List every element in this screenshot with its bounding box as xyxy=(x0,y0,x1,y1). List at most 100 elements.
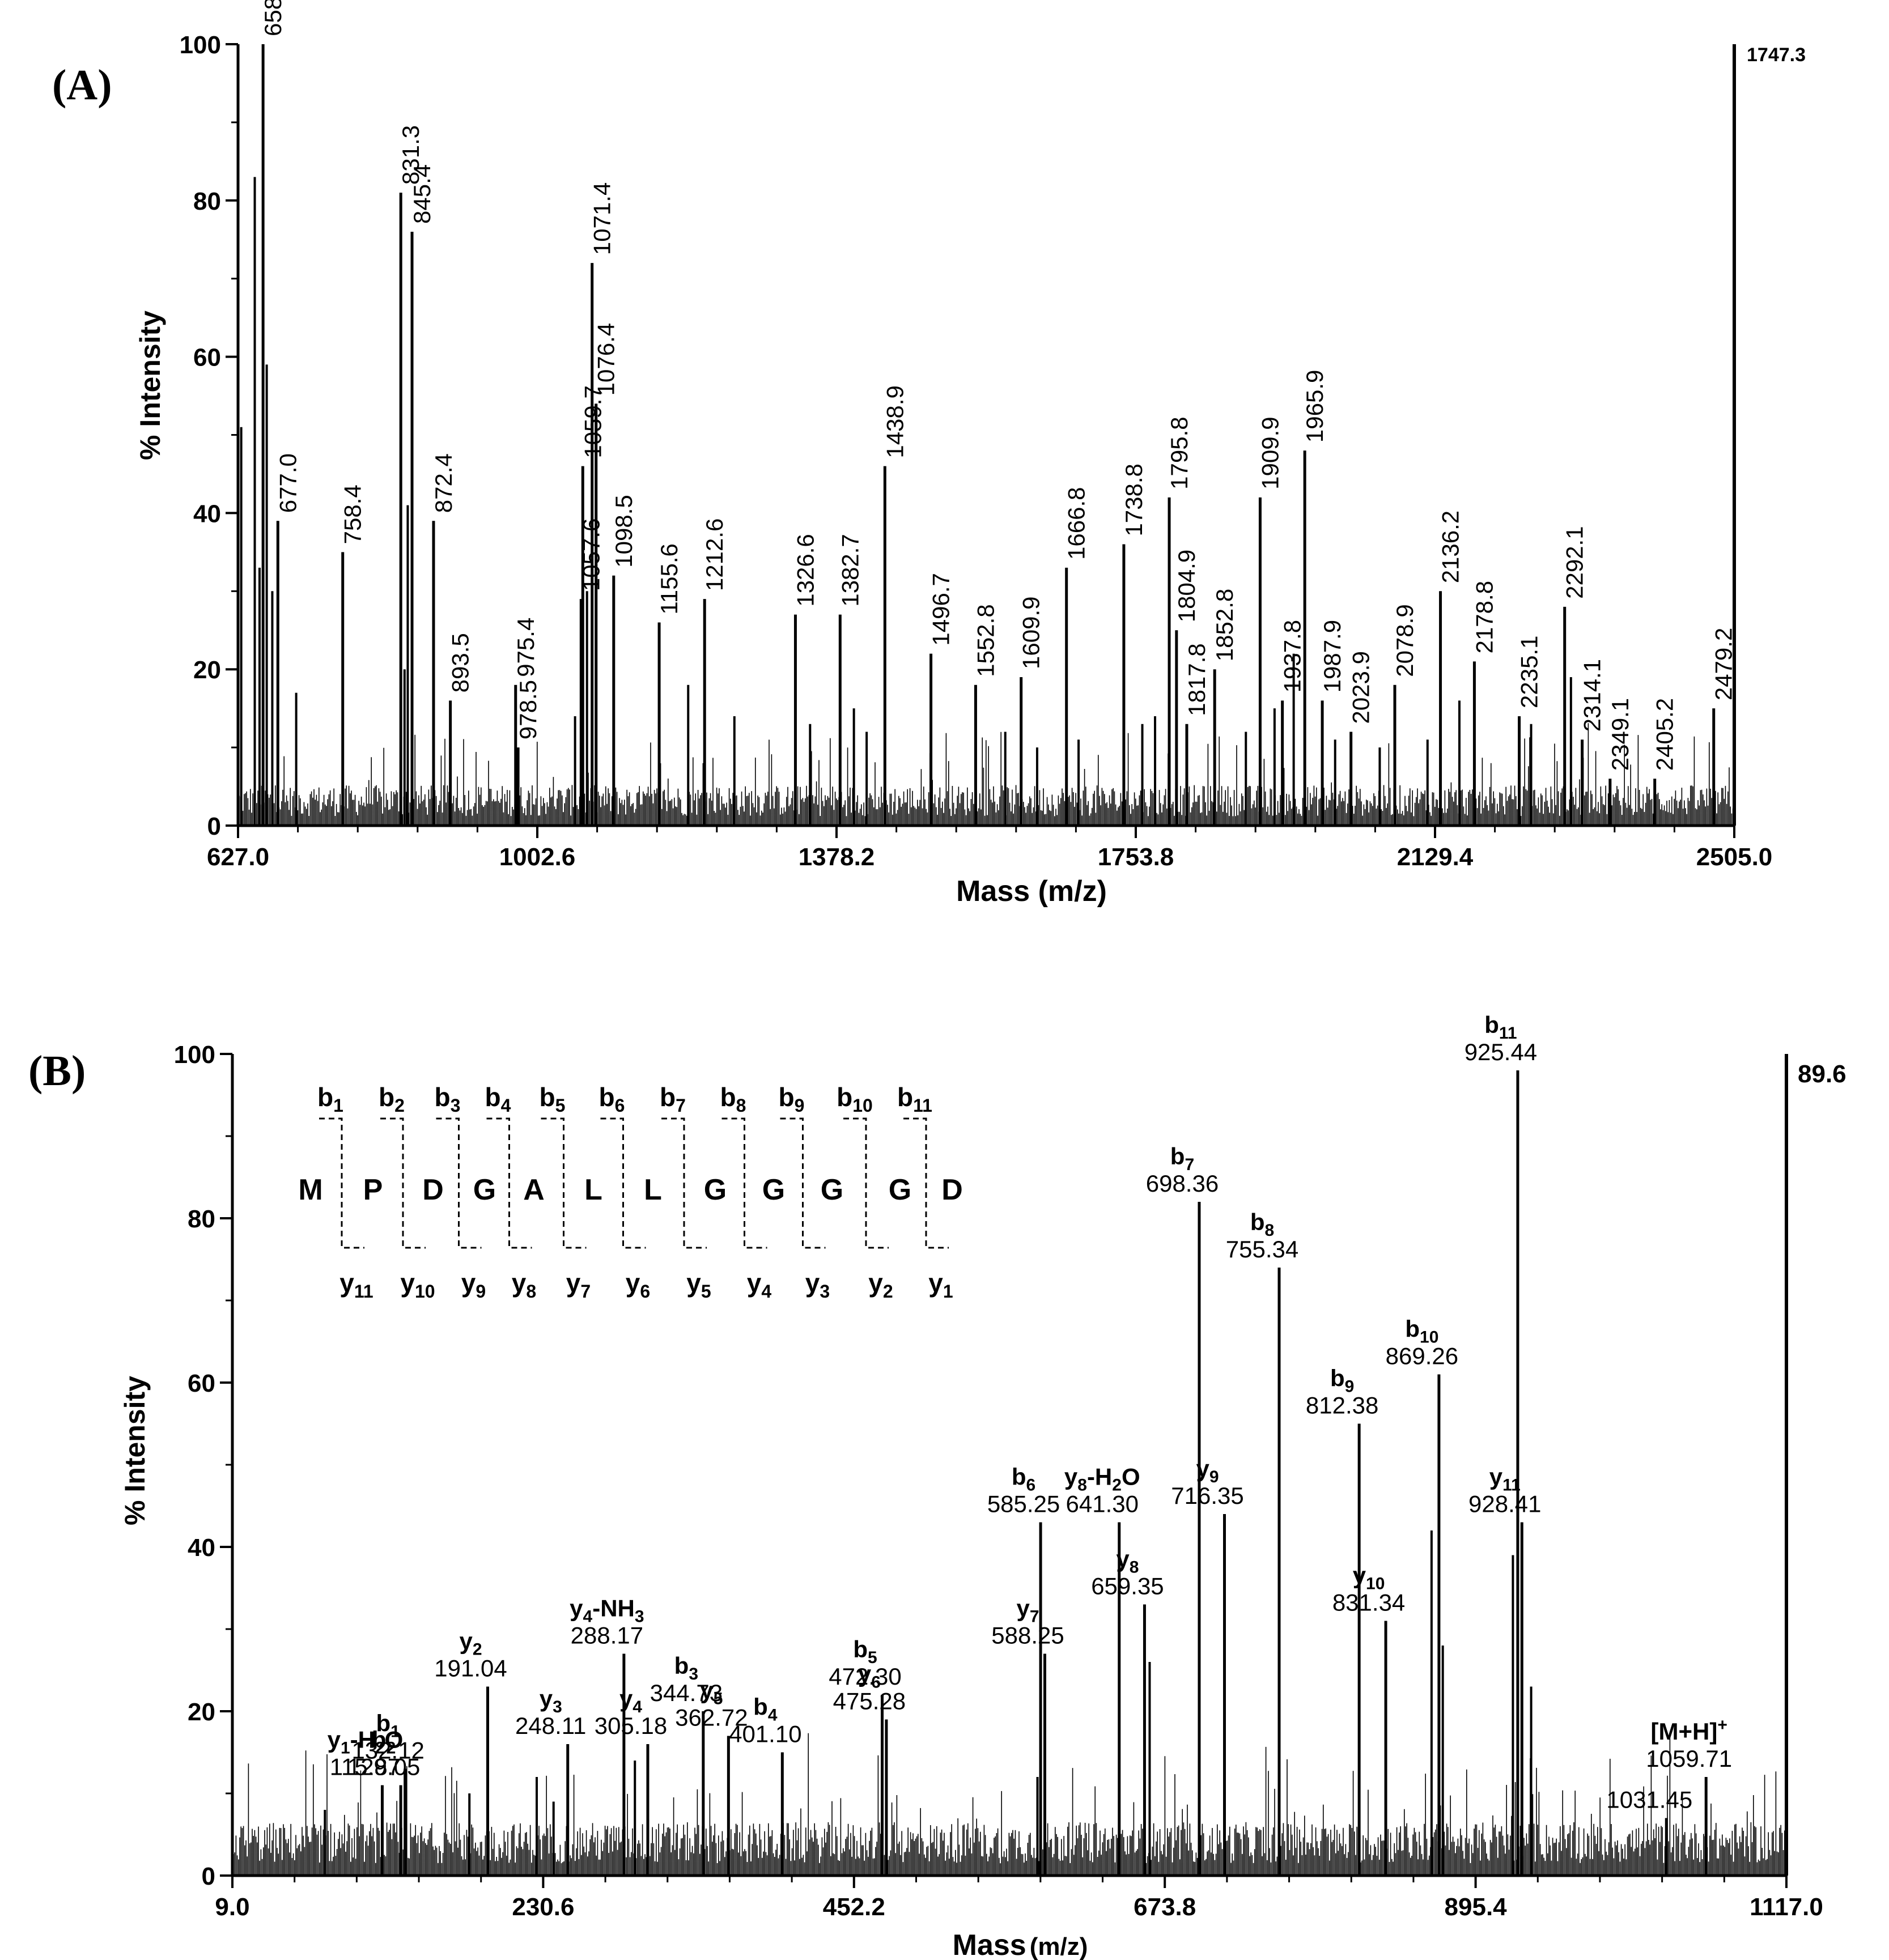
panel-a-peak-label: 2078.9 xyxy=(1391,604,1418,677)
b-ion-letter: b xyxy=(435,1082,451,1112)
fragmentation-bracket xyxy=(600,1117,646,1249)
panel-a-x-tick-label: 1378.2 xyxy=(799,843,875,871)
y-ion-label: y11 xyxy=(339,1268,373,1302)
panel-b-ion-label: b1 xyxy=(376,1710,400,1741)
panel-b-peak-mz-label: 812.38 xyxy=(1306,1392,1378,1419)
b-ion-letter: b xyxy=(379,1082,394,1112)
panel-b-ion-label: y3 xyxy=(540,1685,562,1716)
panel-b-y-tick-label: 100 xyxy=(174,1041,215,1069)
y-ion-label: y5 xyxy=(686,1268,711,1302)
ion-superscript: + xyxy=(1717,1716,1727,1734)
y-ion-index: 8 xyxy=(526,1281,536,1302)
panel-b-y-tick-label: 0 xyxy=(202,1863,215,1890)
sequence-residue: D xyxy=(422,1174,444,1206)
panel-a: (A) % Intensity Mass (m/z) 0 20 40 60 80 100 6… xyxy=(52,0,1806,908)
ion-letter: b xyxy=(674,1652,689,1679)
panel-a-peak-label: 677.0 xyxy=(274,453,301,513)
fragmentation-bracket xyxy=(486,1117,532,1249)
panel-b-peak-mz-label: 475.28 xyxy=(833,1688,906,1715)
ion-letter: b xyxy=(1012,1464,1026,1490)
b-ion-index: 2 xyxy=(394,1095,405,1116)
ion-suffix: -H xyxy=(1087,1464,1112,1490)
ion-letter: y xyxy=(1116,1546,1130,1572)
panel-b-ion-label: [M+H]+ xyxy=(1651,1716,1727,1745)
sequence-residue: G xyxy=(821,1174,843,1206)
panel-a-peak-label: 1609.9 xyxy=(1018,597,1045,669)
ion-letter: y xyxy=(1064,1464,1078,1490)
y-ion-index: 5 xyxy=(701,1281,711,1302)
b-ion-label: b6 xyxy=(599,1082,625,1116)
panel-b-peak-mz-label: 588.25 xyxy=(991,1622,1064,1649)
ion-suffix-tail: O xyxy=(385,1727,404,1753)
fragmentation-bracket xyxy=(319,1117,364,1249)
panel-a-peak-label: 1155.6 xyxy=(656,543,682,614)
ion-subscript: 2 xyxy=(387,1739,396,1758)
ion-letter: y xyxy=(1016,1595,1030,1622)
y-ion-index: 10 xyxy=(415,1281,435,1302)
ion-letter: y xyxy=(328,1727,341,1753)
panel-a-noise-baseline xyxy=(239,721,1734,826)
panel-a-plot: 0 20 40 60 80 100 627.0 1002.6 1378.2 1753.8 2129.… xyxy=(180,0,1806,871)
sequence-diagram: M P D G A L L G G G G Db1y11b2y10b3y9b4y8b5y7b6y6b7… xyxy=(298,1082,962,1302)
fragmentation-bracket xyxy=(436,1117,482,1249)
panel-b-peak-mz-label: 698.36 xyxy=(1146,1170,1219,1197)
ion-subscript: 8 xyxy=(1264,1221,1274,1240)
panel-a-peak-label: 1382.7 xyxy=(837,534,863,606)
panel-b-y-tick-label: 20 xyxy=(188,1698,215,1726)
y-ion-label: y4 xyxy=(747,1268,772,1302)
panel-a-y-tick-label: 40 xyxy=(193,500,221,528)
y-ion-letter: y xyxy=(928,1268,943,1298)
y-ion-letter: y xyxy=(686,1268,701,1298)
panel-b-x-tick-label: 895.4 xyxy=(1445,1893,1508,1921)
ion-subscript: 1 xyxy=(341,1739,350,1758)
ion-subscript: 11 xyxy=(1499,1024,1517,1043)
panel-b-ion-label: y4-NH3 xyxy=(570,1595,644,1626)
y-ion-label: y6 xyxy=(626,1268,650,1302)
panel-a-y-tick-label: 20 xyxy=(193,656,221,684)
y-ion-letter: y xyxy=(868,1268,883,1298)
ion-subscript: 4 xyxy=(768,1706,778,1725)
panel-b-y-tick-label: 40 xyxy=(188,1534,215,1562)
b-ion-label: b1 xyxy=(317,1082,343,1116)
ion-subscript: 10 xyxy=(1366,1575,1385,1593)
ion-subscript: 4 xyxy=(633,1698,642,1716)
panel-b-ion-label: y7 xyxy=(1016,1595,1039,1626)
y-ion-label: y3 xyxy=(805,1268,830,1302)
ion-letter: y xyxy=(1353,1562,1366,1589)
panel-a-peak-label: 758.4 xyxy=(339,484,366,544)
panel-a-peak-label: 1804.9 xyxy=(1173,550,1200,622)
ion-letter: b xyxy=(753,1694,768,1720)
panel-a-peak-label: 1212.6 xyxy=(701,518,728,591)
ion-subscript: 9 xyxy=(1345,1377,1355,1396)
panel-b-peak-mz-label: 115.87 xyxy=(330,1754,401,1780)
panel-a-peak-label: 1738.8 xyxy=(1120,464,1147,536)
b-ion-index: 5 xyxy=(555,1095,566,1116)
ion-letter: y xyxy=(700,1677,714,1704)
sequence-residue: L xyxy=(584,1174,602,1206)
ion-letter: b xyxy=(1330,1365,1345,1392)
y-ion-letter: y xyxy=(626,1268,640,1298)
sequence-residue: G xyxy=(762,1174,785,1206)
ion-subscript: 6 xyxy=(871,1673,881,1692)
panel-b-ion-label: b6 xyxy=(1012,1464,1035,1495)
panel-b-peak-mz-label: 1059.71 xyxy=(1646,1745,1732,1772)
panel-a-peak-label: 845.4 xyxy=(409,164,435,224)
panel-b-ion-label: y8-H2O xyxy=(1064,1464,1140,1495)
fragmentation-bracket xyxy=(721,1117,767,1249)
panel-b-peak-mz-label: 755.34 xyxy=(1226,1236,1298,1262)
panel-b-peak-mz-label: 928.41 xyxy=(1468,1491,1541,1517)
y-ion-letter: y xyxy=(461,1268,476,1298)
y-ion-letter: y xyxy=(400,1268,415,1298)
panel-a-peak-label: 2405.2 xyxy=(1652,698,1678,771)
ion-subscript: 5 xyxy=(714,1690,723,1708)
panel-b-ion-label: y8 xyxy=(1116,1546,1139,1577)
panel-b-ion-label: b11 xyxy=(1484,1011,1517,1043)
panel-a-peak-label: 1795.8 xyxy=(1166,416,1192,489)
y-ion-letter: y xyxy=(339,1268,354,1298)
ion-letter: y xyxy=(858,1661,872,1687)
panel-a-y-axis-label: % Intensity xyxy=(134,311,166,460)
ion-suffix-tail: O xyxy=(1122,1464,1140,1490)
panel-b-ion-label: y9 xyxy=(1196,1455,1219,1486)
ion-subscript: 4 xyxy=(583,1608,593,1626)
